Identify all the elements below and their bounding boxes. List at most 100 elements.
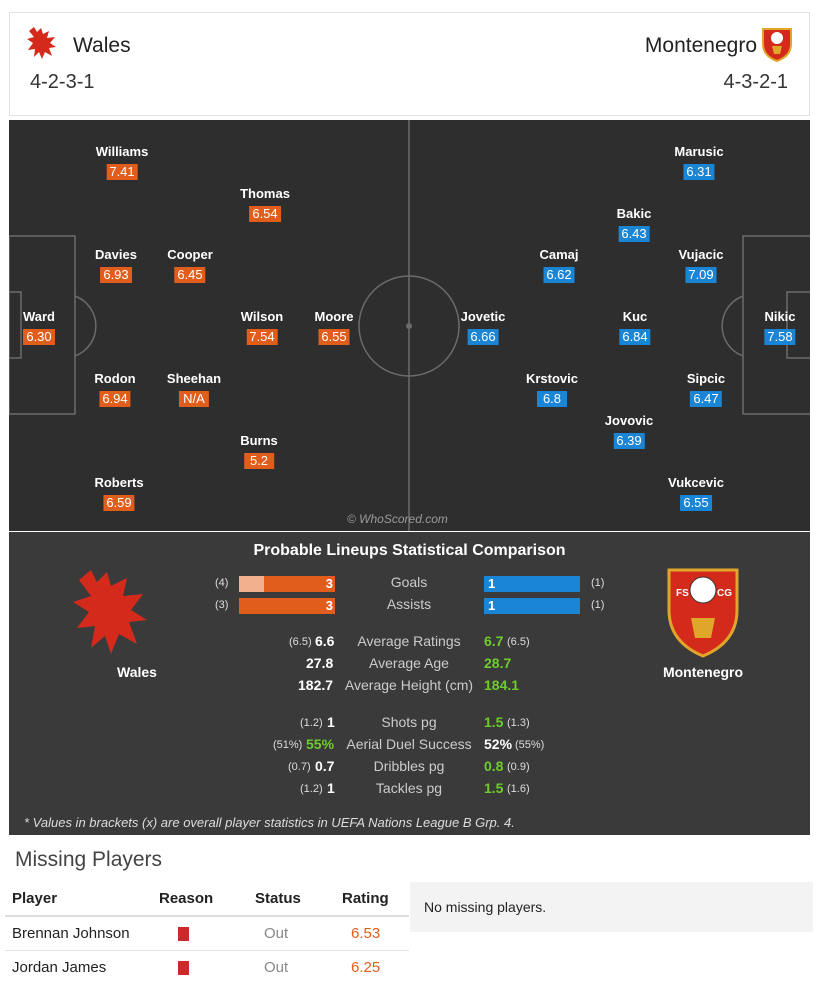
- player-moore[interactable]: Moore 6.55: [315, 309, 354, 346]
- player-marusic[interactable]: Marusic 6.31: [674, 144, 724, 181]
- away-goals-overall: (1): [591, 577, 605, 589]
- away-assists-bar: 1: [484, 598, 580, 614]
- col-header-rating[interactable]: Rating: [342, 890, 389, 907]
- pitch-lines: [9, 120, 810, 531]
- home-value: 1: [327, 714, 335, 730]
- away-goals-bar: 1: [484, 576, 580, 592]
- col-header-reason[interactable]: Reason: [159, 890, 214, 907]
- player-name: Thomas: [240, 186, 290, 201]
- stat-label: Average Age: [369, 655, 449, 671]
- away-overall: (0.9): [507, 761, 530, 773]
- player-ward[interactable]: Ward 6.30: [23, 309, 55, 346]
- player-rating: 6.54: [249, 206, 281, 222]
- player-krstovic[interactable]: Krstovic 6.8: [526, 371, 578, 408]
- home-goals-value: 3: [325, 576, 333, 591]
- montenegro-crest-icon[interactable]: FS CG: [665, 566, 741, 658]
- player-rating: 5.2: [244, 453, 274, 469]
- player-name: Jovovic: [604, 413, 654, 428]
- away-team-name[interactable]: Montenegro: [644, 34, 757, 57]
- player-bakic[interactable]: Bakic 6.43: [617, 206, 651, 243]
- crest-text-cg: CG: [717, 588, 732, 599]
- stat-label: Shots pg: [381, 714, 437, 730]
- player-rating: 6.39: [613, 433, 645, 449]
- player-rating: 6.30: [23, 329, 55, 345]
- home-team-name[interactable]: Wales: [73, 34, 131, 57]
- stat-row-assists: (3) 3 Assists 1 (1): [9, 596, 810, 616]
- player-roberts[interactable]: Roberts 6.59: [94, 475, 144, 512]
- away-formation: 4-3-2-1: [723, 71, 788, 93]
- player-jovovic[interactable]: Jovovic 6.39: [605, 413, 653, 450]
- player-name: Nikic: [764, 309, 796, 324]
- wales-dragon-icon[interactable]: [25, 25, 59, 61]
- player-name[interactable]: Brennan Johnson: [12, 925, 130, 942]
- stat-row-goals: (4) 3 Goals 1 (1): [9, 574, 810, 594]
- player-rating: 6.93: [100, 267, 132, 283]
- player-name: Davies: [95, 247, 137, 262]
- home-assists-value: 3: [325, 598, 333, 613]
- home-value: 6.6: [315, 633, 335, 649]
- player-vujacic[interactable]: Vujacic 7.09: [678, 247, 724, 284]
- home-goals-overall: (4): [215, 577, 229, 589]
- table-row: Jordan James Out 6.25: [5, 950, 409, 984]
- player-name: Rodon: [94, 371, 136, 386]
- away-value: 184.1: [484, 677, 520, 693]
- player-rating: 6.62: [543, 267, 575, 283]
- player-rating: 6.8: [537, 391, 567, 407]
- away-value: 0.8: [484, 758, 504, 774]
- player-name: Cooper: [167, 247, 213, 262]
- wales-dragon-icon[interactable]: [69, 566, 153, 658]
- player-camaj[interactable]: Camaj 6.62: [539, 247, 579, 284]
- away-value: 28.7: [484, 655, 512, 671]
- player-rodon[interactable]: Rodon 6.94: [94, 371, 136, 408]
- player-rating: 6.94: [99, 391, 131, 407]
- away-value: 52%: [484, 736, 513, 752]
- player-name: Krstovic: [525, 371, 579, 386]
- home-assists-bar: 3: [239, 598, 335, 614]
- stat-row-average-age: 27.8 Average Age 28.7: [9, 655, 810, 675]
- player-sipcic[interactable]: Sipcic 6.47: [687, 371, 725, 408]
- player-rating: 6.84: [619, 329, 651, 345]
- home-overall: (51%): [273, 739, 303, 751]
- stat-row-aerial-duel: (51%) 55% Aerial Duel Success 52% (55%): [9, 736, 810, 756]
- stat-label: Average Ratings: [357, 633, 461, 649]
- player-williams[interactable]: Williams 7.41: [96, 144, 148, 181]
- home-value: 55%: [306, 736, 335, 752]
- player-davies[interactable]: Davies 6.93: [95, 247, 137, 284]
- player-name: Wilson: [240, 309, 284, 324]
- table-row: Brennan Johnson Out 6.53: [5, 915, 409, 949]
- home-overall: (1.2): [300, 783, 323, 795]
- player-burns[interactable]: Burns 5.2: [240, 433, 278, 470]
- away-overall: (6.5): [507, 636, 530, 648]
- player-name: Ward: [22, 309, 56, 324]
- player-rating: 7.41: [106, 164, 138, 180]
- player-kuc[interactable]: Kuc 6.84: [619, 309, 651, 346]
- player-rating: 7.09: [685, 267, 717, 283]
- montenegro-crest-icon[interactable]: [760, 26, 794, 62]
- player-name[interactable]: Jordan James: [12, 959, 107, 976]
- player-wilson[interactable]: Wilson 7.54: [240, 309, 284, 346]
- player-jovetic[interactable]: Jovetic 6.66: [461, 309, 505, 346]
- stat-label: Assists: [386, 596, 432, 612]
- col-header-status[interactable]: Status: [255, 890, 301, 907]
- home-value: 27.8: [306, 655, 334, 671]
- status-value: Out: [264, 925, 289, 942]
- stat-label: Aerial Duel Success: [346, 736, 472, 752]
- home-overall: (6.5): [289, 636, 312, 648]
- player-cooper[interactable]: Cooper 6.45: [167, 247, 213, 284]
- player-sheehan[interactable]: Sheehan N/A: [167, 371, 221, 408]
- col-header-player[interactable]: Player: [12, 890, 58, 907]
- player-rating: N/A: [179, 391, 209, 407]
- away-assists-overall: (1): [591, 599, 605, 611]
- crest-text-fs: FS: [676, 588, 689, 599]
- away-missing-players: No missing players.: [410, 882, 813, 932]
- away-assists-value: 1: [488, 598, 496, 613]
- player-name: Vujacic: [678, 247, 724, 262]
- player-vukcevic[interactable]: Vukcevic 6.55: [668, 475, 724, 512]
- away-value: 1.5: [484, 714, 504, 730]
- player-name: Sipcic: [686, 371, 726, 386]
- comparison-title: Probable Lineups Statistical Comparison: [253, 542, 566, 559]
- away-value: 1.5: [484, 780, 504, 796]
- player-nikic[interactable]: Nikic 7.58: [764, 309, 796, 346]
- player-thomas[interactable]: Thomas 6.54: [240, 186, 290, 223]
- player-name: Sheehan: [166, 371, 222, 386]
